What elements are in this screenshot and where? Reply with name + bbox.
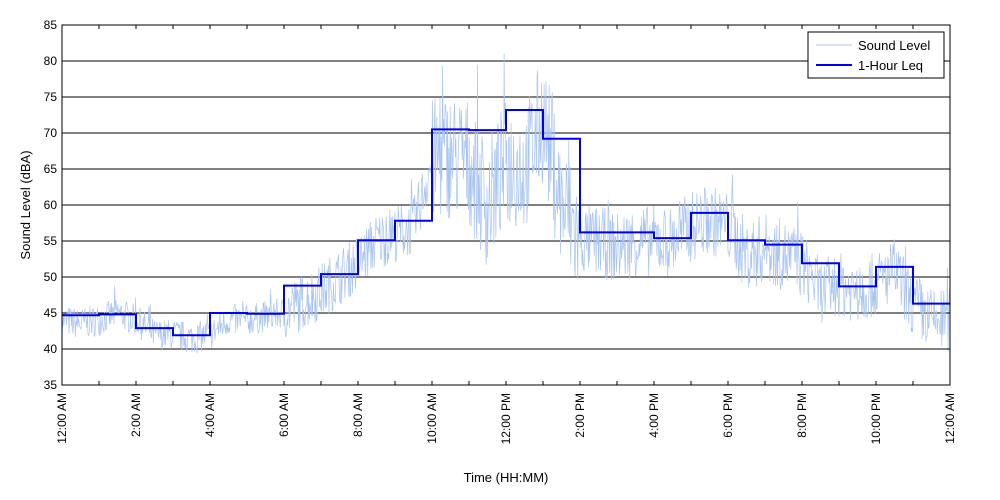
x-tick-label: 8:00 AM xyxy=(351,393,365,437)
x-tick-label: 6:00 PM xyxy=(721,393,735,438)
y-tick-label: 85 xyxy=(44,18,58,32)
leq-series xyxy=(62,109,950,337)
y-tick-label: 70 xyxy=(44,126,58,140)
x-tick-label: 12:00 AM xyxy=(55,393,69,444)
x-tick-label: 12:00 PM xyxy=(499,393,513,444)
x-axis: 12:00 AM 2:00 AM 4:00 AM 6:00 AM 8:00 AM 10:0… xyxy=(55,25,957,444)
y-axis-title: Sound Level (dBA) xyxy=(18,150,33,259)
x-tick-label: 4:00 AM xyxy=(203,393,217,437)
y-tick-label: 75 xyxy=(44,90,58,104)
x-tick-label: 4:00 PM xyxy=(647,393,661,438)
legend-label-sound-level: Sound Level xyxy=(858,38,930,53)
x-axis-title: Time (HH:MM) xyxy=(464,470,549,485)
y-axis: 35 40 45 50 55 60 65 70 75 80 85 xyxy=(44,18,950,392)
y-tick-label: 50 xyxy=(44,270,58,284)
legend: Sound Level 1-Hour Leq xyxy=(807,31,945,79)
y-tick-label: 35 xyxy=(44,378,58,392)
x-tick-label: 2:00 AM xyxy=(129,393,143,437)
x-tick-label: 8:00 PM xyxy=(795,393,809,438)
legend-box xyxy=(807,31,945,79)
y-tick-label: 65 xyxy=(44,162,58,176)
legend-label-leq: 1-Hour Leq xyxy=(858,58,923,73)
x-tick-label: 12:00 AM xyxy=(943,393,957,444)
y-tick-label: 40 xyxy=(44,342,58,356)
x-tick-label: 10:00 PM xyxy=(869,393,883,444)
leq-line xyxy=(62,109,950,337)
grid-lines xyxy=(62,60,950,350)
y-tick-label: 45 xyxy=(44,306,58,320)
y-tick-label: 55 xyxy=(44,234,58,248)
x-tick-label: 6:00 AM xyxy=(277,393,291,437)
x-tick-label: 2:00 PM xyxy=(573,393,587,438)
y-tick-label: 80 xyxy=(44,54,58,68)
y-tick-label: 60 xyxy=(44,198,58,212)
x-tick-label: 10:00 AM xyxy=(425,393,439,444)
